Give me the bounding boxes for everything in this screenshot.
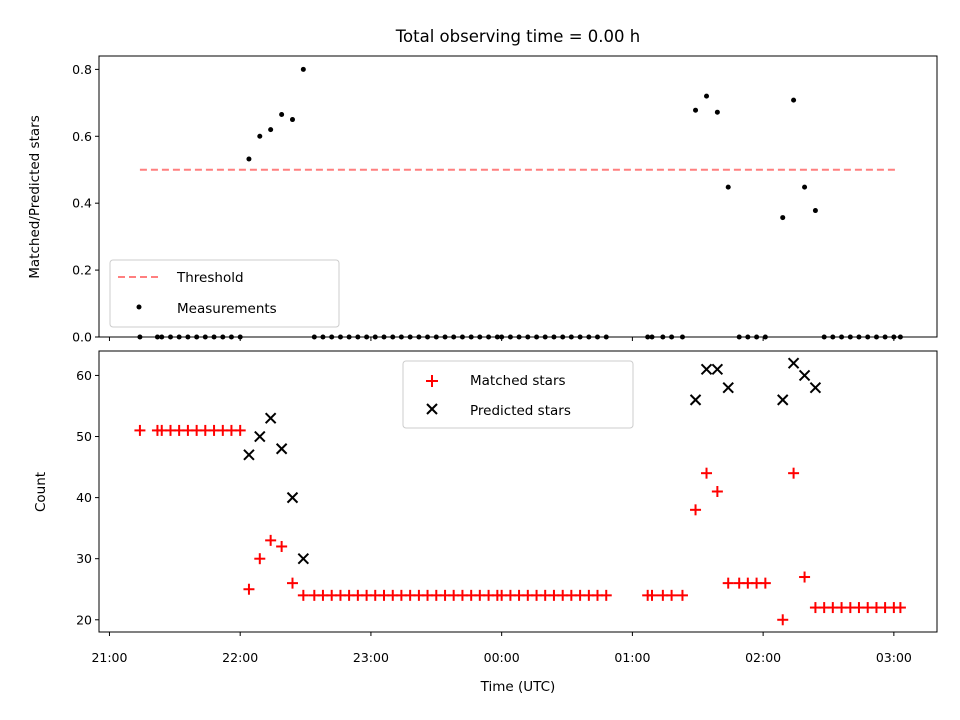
predicted-star-marker <box>286 491 299 504</box>
bottom-x-tick-label: 03:00 <box>876 650 912 665</box>
matched-star-marker <box>286 577 298 589</box>
bottom-y-axis-ticks: 20 30 40 50 60 <box>76 368 99 627</box>
top-y-tick-label: 0.0 <box>72 330 92 345</box>
predicted-star-marker <box>798 369 811 382</box>
bottom-x-tick-label: 21:00 <box>91 650 127 665</box>
top-y-tick-label: 0.6 <box>72 129 92 144</box>
x-axis-label: Time (UTC) <box>480 679 556 695</box>
measurement-point <box>279 112 285 118</box>
legend-matched-label: Matched stars <box>470 373 566 389</box>
bottom-plot-frame <box>98 350 938 633</box>
predicted-star-marker <box>722 381 734 394</box>
predicted-star-marker <box>700 363 713 376</box>
bottom-y-axis-label: Count <box>33 472 49 512</box>
predicted-star-marker <box>711 363 724 376</box>
top-panel: 0.00.20.40.60.8 Matched/Predicted stars … <box>27 55 938 345</box>
top-y-axis-label: Matched/Predicted stars <box>27 115 43 278</box>
matched-star-marker <box>759 577 771 589</box>
matched-star-marker <box>234 424 246 436</box>
predicted-star-marker <box>275 443 288 455</box>
matched-star-marker <box>722 577 734 589</box>
chart-title: Total observing time = 0.00 h <box>395 27 640 46</box>
measurement-point <box>704 93 710 99</box>
matched-star-marker <box>701 467 713 479</box>
legend-matched-swatch <box>426 375 438 387</box>
bottom-x-axis-ticks: 21:00 22:00 23:00 00:00 01:00 02:00 03:00 <box>91 632 912 665</box>
legend-predicted-label: Predicted stars <box>470 403 571 419</box>
bottom-x-tick-label: 23:00 <box>353 650 389 665</box>
top-y-axis-ticks: 0.0 0.2 0.4 0.6 0.8 <box>72 62 99 345</box>
matched-star-marker <box>676 589 688 601</box>
top-legend-box <box>109 259 340 328</box>
predicted-star-marker <box>787 357 800 369</box>
measurement-point <box>246 156 252 162</box>
matched-star-marker <box>799 571 811 583</box>
measurement-point <box>268 127 274 133</box>
matched-star-marker <box>788 467 800 479</box>
legend-measurements-label: Measurements <box>177 301 277 317</box>
predicted-star-marker <box>297 552 310 565</box>
matched-star-marker <box>297 589 309 601</box>
measurement-point <box>725 184 731 190</box>
measurement-point <box>812 208 818 214</box>
matched-star-marker <box>276 540 288 552</box>
legend-predicted-swatch <box>426 403 438 415</box>
top-y-tick-label: 0.2 <box>72 263 92 278</box>
measurement-point <box>714 109 720 115</box>
top-y-tick-label: 0.4 <box>72 196 92 211</box>
bottom-x-tick-label: 22:00 <box>222 650 258 665</box>
legend-measurements-swatch <box>136 304 142 310</box>
bottom-x-tick-label: 01:00 <box>614 650 650 665</box>
bottom-legend: Matched stars Predicted stars <box>402 360 634 429</box>
matched-star-marker <box>666 589 678 601</box>
bottom-legend-box <box>402 360 634 429</box>
matched-star-marker <box>690 504 702 516</box>
measurement-point <box>257 133 263 139</box>
matched-star-marker <box>711 486 723 497</box>
bottom-y-tick-label: 60 <box>76 368 92 383</box>
bottom-y-tick-label: 30 <box>76 551 92 566</box>
predicted-star-marker <box>777 394 789 406</box>
matched-star-marker <box>265 534 277 546</box>
matched-star-marker <box>777 614 789 626</box>
top-legend: Threshold Measurements <box>109 259 340 328</box>
predicted-star-marker <box>689 394 702 406</box>
predicted-star-marker <box>254 430 266 443</box>
predicted-star-marker <box>264 412 277 424</box>
measurement-point <box>289 117 295 123</box>
bottom-plot-marks <box>134 357 906 626</box>
matched-star-marker <box>254 553 266 565</box>
top-x-axis-ticks <box>108 337 895 341</box>
bottom-y-tick-label: 40 <box>76 490 92 505</box>
predicted-star-marker <box>243 449 255 461</box>
bottom-x-tick-label: 00:00 <box>484 650 520 665</box>
measurement-point <box>300 66 306 72</box>
matched-star-marker <box>894 602 906 614</box>
measurement-point <box>791 97 797 103</box>
legend-threshold-label: Threshold <box>176 270 244 286</box>
matched-star-marker <box>134 424 146 436</box>
measurement-point <box>780 215 786 221</box>
predicted-star-marker <box>809 381 822 394</box>
top-y-tick-label: 0.8 <box>72 62 92 77</box>
bottom-x-tick-label: 02:00 <box>745 650 781 665</box>
top-plot-frame <box>98 55 938 338</box>
measurement-point <box>802 184 808 190</box>
matched-star-marker <box>600 589 612 601</box>
bottom-panel: 20 30 40 50 60 21:00 22:00 23:00 00:00 01:00 02:0… <box>33 350 938 695</box>
matched-star-marker <box>646 589 658 601</box>
bottom-y-tick-label: 20 <box>76 612 92 627</box>
matched-star-marker <box>243 583 255 595</box>
measurement-point <box>693 107 699 113</box>
bottom-y-tick-label: 50 <box>76 429 92 444</box>
